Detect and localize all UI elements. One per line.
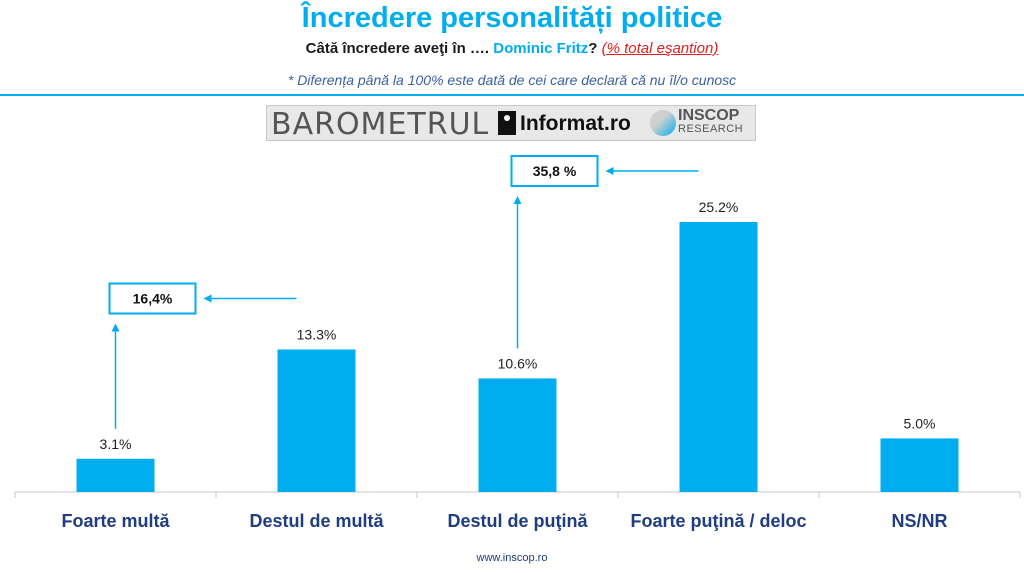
question-mark: ? (588, 40, 598, 57)
barometrul-logo: BAROMETRUL (271, 107, 490, 142)
bar (277, 349, 356, 492)
data-label: 5.0% (904, 415, 936, 431)
annotation-label: 16,4% (133, 291, 173, 307)
header-divider (0, 94, 1024, 96)
data-label: 25.2% (699, 199, 739, 215)
question-line: Câtă încredere aveţi în …. Dominic Fritz… (0, 40, 1024, 57)
question-prefix: Câtă încredere aveţi în …. (305, 40, 490, 57)
footnote: * Diferența până la 100% este dată de ce… (287, 72, 737, 88)
annotation-box (108, 282, 197, 315)
annotation-label: 35,8 % (533, 163, 577, 179)
bar (880, 438, 959, 492)
category-label: Foarte puţină / deloc (630, 511, 806, 531)
inscop-logo-icon (650, 110, 676, 136)
bar (478, 378, 557, 492)
category-label: Destul de multă (249, 511, 384, 531)
sponsor-logo-strip: BAROMETRUL Informat.ro INSCOP RESEARCH (266, 105, 756, 142)
data-label: 10.6% (498, 355, 538, 371)
page-title: Încredere personalități politice (301, 2, 723, 34)
annotation-box (510, 155, 599, 187)
category-label: Foarte multă (61, 511, 170, 531)
bar (76, 458, 155, 492)
bar (679, 222, 758, 492)
footer-website: www.inscop.ro (476, 552, 548, 564)
informat-logo-icon (498, 111, 516, 135)
informat-logo: Informat.ro (520, 112, 631, 135)
data-label: 13.3% (297, 327, 337, 343)
inscop-logo: INSCOP (678, 107, 740, 124)
category-label: Destul de puţină (447, 511, 588, 531)
data-label: 3.1% (100, 436, 132, 452)
question-note: (% total eşantion) (601, 40, 719, 57)
inscop-logo-subtitle: RESEARCH (678, 123, 744, 135)
question-person-name: Dominic Fritz (493, 40, 589, 57)
category-label: NS/NR (891, 511, 947, 531)
